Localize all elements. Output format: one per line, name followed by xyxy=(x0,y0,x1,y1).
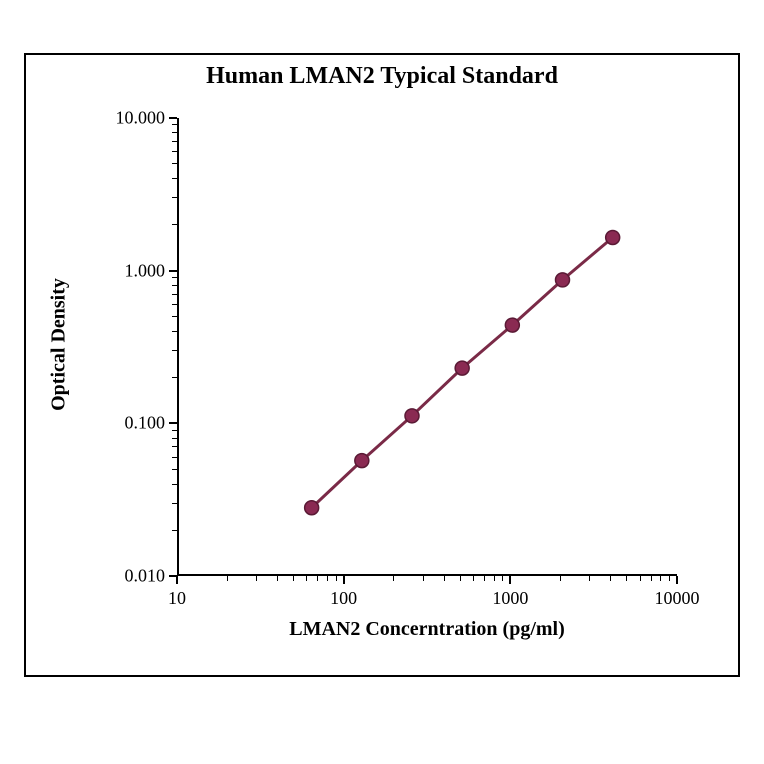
axis-tick xyxy=(172,530,177,531)
data-point xyxy=(405,409,419,423)
axis-tick xyxy=(172,438,177,439)
data-point xyxy=(305,501,319,515)
data-point xyxy=(355,454,369,468)
axis-tick xyxy=(343,576,345,584)
x-axis-label: LMAN2 Concerntration (pg/ml) xyxy=(177,618,677,641)
data-point xyxy=(505,318,519,332)
axis-tick xyxy=(172,430,177,431)
axis-tick xyxy=(336,576,337,581)
axis-tick xyxy=(484,576,485,581)
axis-tick xyxy=(172,132,177,133)
axis-tick xyxy=(172,304,177,305)
axis-tick xyxy=(172,503,177,504)
axis-tick xyxy=(172,316,177,317)
axis-tick xyxy=(610,576,611,581)
axis-tick xyxy=(172,163,177,164)
axis-tick xyxy=(172,469,177,470)
x-tick-label: 1000 xyxy=(470,588,550,609)
y-tick-label: 0.010 xyxy=(99,566,165,587)
axis-tick xyxy=(676,576,678,584)
axis-tick xyxy=(172,141,177,142)
axis-tick xyxy=(172,277,177,278)
axis-tick xyxy=(640,576,641,581)
y-tick-label: 0.100 xyxy=(99,413,165,434)
axis-tick xyxy=(172,151,177,152)
axis-tick xyxy=(444,576,445,581)
x-tick-label: 10000 xyxy=(637,588,717,609)
axis-tick xyxy=(317,576,318,581)
axis-tick xyxy=(651,576,652,581)
y-tick-label: 1.000 xyxy=(99,260,165,281)
axis-tick xyxy=(502,576,503,581)
axis-tick xyxy=(172,178,177,179)
axis-tick xyxy=(626,576,627,581)
axis-tick xyxy=(293,576,294,581)
axis-tick xyxy=(660,576,661,581)
axis-tick xyxy=(169,117,177,119)
chart-svg-layer xyxy=(179,118,679,576)
axis-tick xyxy=(172,484,177,485)
axis-tick xyxy=(172,224,177,225)
axis-tick xyxy=(509,576,511,584)
data-point xyxy=(455,361,469,375)
axis-tick xyxy=(227,576,228,581)
axis-tick xyxy=(172,446,177,447)
data-point xyxy=(606,230,620,244)
axis-tick xyxy=(172,197,177,198)
chart-title: Human LMAN2 Typical Standard xyxy=(24,63,740,90)
axis-tick xyxy=(169,270,177,272)
x-tick-label: 100 xyxy=(304,588,384,609)
axis-tick xyxy=(494,576,495,581)
y-tick-label: 10.000 xyxy=(99,108,165,129)
axis-tick xyxy=(393,576,394,581)
axis-tick xyxy=(256,576,257,581)
x-tick-label: 10 xyxy=(137,588,217,609)
axis-tick xyxy=(172,124,177,125)
axis-tick xyxy=(327,576,328,581)
axis-tick xyxy=(172,377,177,378)
axis-tick xyxy=(473,576,474,581)
axis-tick xyxy=(306,576,307,581)
axis-tick xyxy=(172,331,177,332)
axis-tick xyxy=(423,576,424,581)
axis-tick xyxy=(669,576,670,581)
axis-tick xyxy=(589,576,590,581)
axis-tick xyxy=(172,457,177,458)
axis-tick xyxy=(176,576,178,584)
axis-tick xyxy=(560,576,561,581)
axis-tick xyxy=(169,422,177,424)
data-point xyxy=(556,273,570,287)
axis-tick xyxy=(277,576,278,581)
axis-tick xyxy=(460,576,461,581)
axis-tick xyxy=(172,285,177,286)
plot-area xyxy=(177,118,677,576)
axis-tick xyxy=(172,294,177,295)
y-axis-label: Optical Density xyxy=(48,116,71,574)
axis-tick xyxy=(172,350,177,351)
